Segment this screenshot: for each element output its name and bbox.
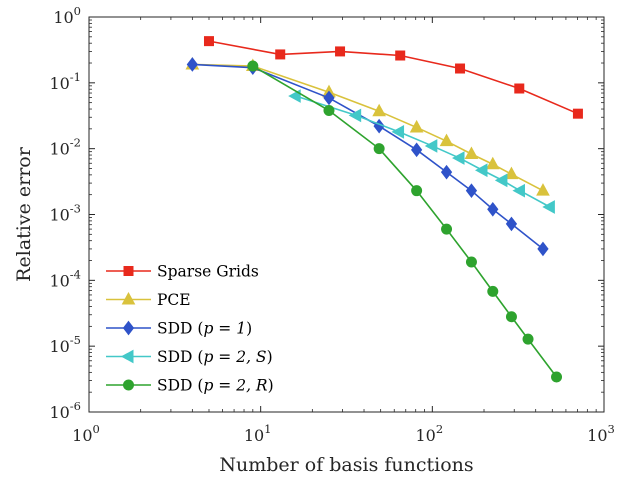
data-point [424, 139, 438, 153]
axes-layer: 100 101 102 103 100 10-1 10-2 10-3 10-4 10-5 10-6 [49, 4, 614, 445]
y-tick-label: 10-2 [49, 136, 81, 159]
y-tick-label: 10-3 [49, 202, 81, 225]
legend-marker [122, 320, 135, 336]
data-point [572, 108, 583, 119]
legend-box [101, 258, 321, 400]
data-point [504, 166, 519, 180]
legend-item: SDD (p = 1) [106, 320, 252, 338]
legend-label: SDD (p = 1) [157, 320, 252, 338]
x-axis-title: Number of basis functions [219, 454, 473, 476]
data-point [494, 173, 508, 188]
data-point [505, 216, 518, 232]
y-tick-label: 10-5 [49, 333, 81, 356]
data-point [542, 200, 555, 214]
data-point [247, 60, 259, 72]
series-4 [288, 89, 555, 214]
series-layer [185, 36, 583, 383]
data-point [441, 223, 453, 235]
data-point [474, 163, 488, 178]
data-point [514, 83, 525, 94]
data-point [186, 57, 198, 72]
data-point [465, 256, 477, 268]
data-point [464, 146, 479, 159]
data-point [335, 46, 346, 57]
data-point [439, 133, 454, 147]
data-point [323, 104, 335, 116]
y-tick-label: 10-6 [49, 399, 81, 422]
y-tick-label: 10-1 [49, 70, 81, 93]
data-point [465, 183, 478, 199]
data-point [485, 156, 500, 170]
data-point [410, 142, 423, 158]
series-line [192, 63, 544, 250]
y-axis-title: Relative error [13, 146, 35, 282]
legend-marker [123, 379, 134, 391]
series-5 [247, 60, 563, 383]
data-point [440, 164, 453, 180]
data-point [373, 143, 385, 155]
series-line [192, 63, 544, 192]
data-point [411, 185, 423, 197]
legend-label: SDD (p = 2, S) [157, 348, 273, 366]
legend-item: PCE [106, 291, 191, 309]
legend-label: PCE [157, 291, 191, 309]
data-point [348, 108, 362, 123]
legend-item: SDD (p = 2, S) [106, 348, 273, 366]
legend: Sparse Grids PCE SDD (p = 1) SDD (p = 2, S)… [101, 258, 321, 400]
data-point [323, 90, 335, 106]
data-point [395, 50, 406, 61]
x-tick-label: 103 [587, 422, 615, 445]
data-point [487, 285, 499, 297]
data-point [487, 201, 499, 217]
data-point [288, 89, 301, 103]
data-point [536, 183, 550, 196]
legend-marker [123, 266, 134, 276]
series-line [252, 65, 558, 378]
data-point [451, 151, 465, 165]
legend-marker [120, 349, 134, 364]
x-tick-label: 100 [72, 422, 100, 445]
legend-marker [121, 291, 136, 305]
data-point [505, 311, 517, 323]
data-point [391, 125, 405, 139]
legend-label: SDD (p = 2, R) [157, 377, 274, 395]
legend-label: Sparse Grids [157, 263, 259, 281]
data-point [409, 119, 424, 133]
x-tick-label: 102 [415, 422, 443, 445]
data-point [203, 36, 214, 47]
data-point [551, 371, 563, 383]
data-point [537, 241, 549, 257]
x-tick-label: 101 [244, 422, 272, 445]
legend-item: SDD (p = 2, R) [106, 377, 274, 395]
y-tick-label: 100 [53, 4, 81, 27]
legend-item: Sparse Grids [106, 263, 259, 281]
series-1 [203, 36, 583, 119]
data-point [275, 49, 286, 60]
data-point [372, 103, 386, 117]
data-point [455, 63, 466, 74]
data-point [522, 333, 534, 345]
data-point [512, 183, 525, 198]
y-tick-label: 10-4 [49, 267, 81, 290]
